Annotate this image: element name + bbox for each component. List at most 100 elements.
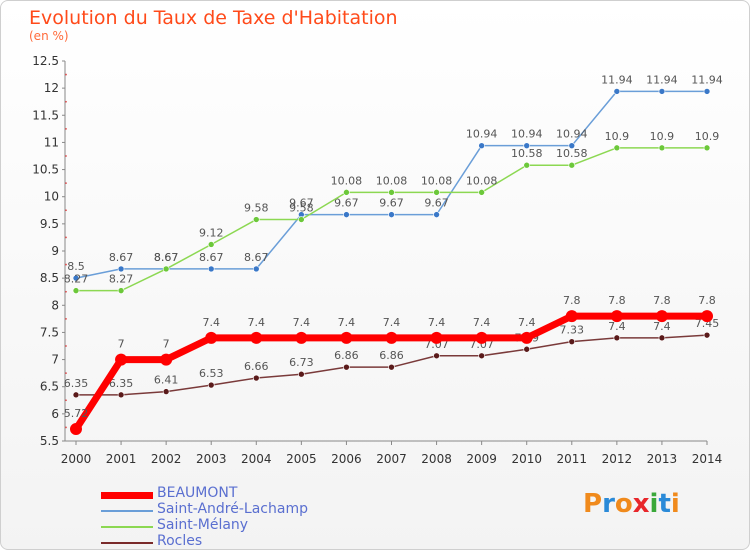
- data-label-saint-andr-lachamp: 8.67: [199, 251, 224, 264]
- data-point-beaumont: [295, 331, 308, 344]
- data-point-rocles: [252, 374, 260, 382]
- data-point-rocles: [343, 363, 350, 371]
- data-point-beaumont: [655, 310, 668, 323]
- proxiti-logo: Proxiti: [583, 489, 680, 519]
- data-label-saint-m-lany: 9.12: [199, 226, 224, 239]
- data-point-beaumont: [385, 331, 398, 344]
- data-point-saint-andr-lachamp: [703, 88, 711, 95]
- y-tick-label: 12: [44, 81, 59, 95]
- data-point-rocles: [658, 334, 666, 342]
- y-tick-label: 10.5: [32, 163, 59, 177]
- data-label-beaumont: 5.72: [64, 407, 89, 420]
- x-tick-label: 2013: [647, 452, 678, 466]
- data-point-saint-andr-lachamp: [343, 211, 350, 218]
- y-tick-label: 7.5: [40, 325, 59, 339]
- data-label-saint-m-lany: 9.58: [244, 202, 269, 215]
- data-point-saint-m-lany: [523, 161, 531, 169]
- data-label-beaumont: 7.4: [248, 316, 266, 329]
- legend-swatch-saint-m-lany: [101, 526, 153, 528]
- data-label-rocles: 7.4: [608, 320, 626, 333]
- data-label-saint-andr-lachamp: 11.94: [691, 73, 723, 86]
- data-point-rocles: [72, 391, 80, 399]
- data-label-saint-andr-lachamp: 8.67: [244, 251, 269, 264]
- data-point-beaumont: [250, 331, 263, 344]
- data-label-rocles: 7.33: [560, 324, 585, 337]
- data-label-saint-m-lany: 10.9: [605, 130, 630, 143]
- y-tick-label: 12.5: [32, 54, 59, 68]
- chart-unit: (en %): [29, 29, 69, 43]
- x-tick-label: 2006: [331, 452, 362, 466]
- data-label-beaumont: 7.4: [428, 316, 446, 329]
- data-point-rocles: [613, 334, 621, 342]
- data-label-beaumont: 7.8: [563, 294, 581, 307]
- data-point-beaumont: [565, 310, 578, 323]
- data-point-beaumont: [610, 310, 623, 323]
- legend-label-saint-m-lany: Saint-Mélany: [157, 517, 249, 533]
- logo-letter: x: [632, 489, 650, 519]
- data-point-saint-m-lany: [433, 189, 440, 196]
- data-point-beaumont: [475, 331, 488, 344]
- data-point-saint-andr-lachamp: [117, 265, 125, 273]
- y-tick-label: 6: [51, 407, 59, 421]
- x-tick-label: 2010: [511, 452, 542, 466]
- data-point-saint-m-lany: [117, 287, 125, 294]
- data-label-saint-m-lany: 10.58: [556, 147, 588, 160]
- data-label-rocles: 6.66: [244, 360, 269, 373]
- logo-letter: P: [583, 489, 603, 519]
- x-tick-label: 2002: [151, 452, 182, 466]
- y-minor-dot: [65, 155, 67, 157]
- data-label-saint-andr-lachamp: 10.94: [466, 128, 498, 141]
- y-tick-label: 10: [44, 190, 59, 204]
- data-label-rocles: 7.45: [695, 317, 720, 330]
- data-label-saint-m-lany: 10.9: [695, 130, 720, 143]
- y-minor-dot: [65, 182, 67, 185]
- data-point-saint-m-lany: [478, 189, 485, 196]
- data-label-rocles: 7.4: [653, 320, 671, 333]
- y-minor-dot: [65, 290, 67, 293]
- data-point-beaumont: [430, 331, 443, 344]
- y-tick-label: 9.5: [40, 217, 59, 231]
- y-tick-label: 6.5: [40, 380, 59, 394]
- logo-letter: i: [649, 489, 659, 519]
- y-minor-dot: [65, 399, 67, 402]
- data-label-saint-m-lany: 10.08: [421, 174, 453, 187]
- data-point-saint-m-lany: [568, 161, 576, 169]
- data-label-saint-m-lany: 9.58: [289, 202, 314, 215]
- y-minor-dot: [65, 345, 67, 347]
- data-label-beaumont: 7.4: [518, 316, 536, 329]
- legend-swatch-rocles: [101, 542, 153, 544]
- logo-letter: o: [614, 489, 633, 519]
- line-chart: 5.5 6 6.5 7 7.5 8 8.5 9 9.5 10 10.5 11 11.5 12 12.5 200…: [32, 54, 723, 466]
- data-point-saint-andr-lachamp: [568, 142, 576, 149]
- data-label-beaumont: 7.4: [473, 316, 491, 329]
- data-point-saint-andr-lachamp: [388, 211, 395, 218]
- x-tick-label: 2005: [286, 452, 317, 466]
- data-point-rocles: [162, 388, 170, 395]
- x-tick-label: 2011: [557, 452, 588, 466]
- data-label-saint-m-lany: 10.08: [331, 174, 363, 187]
- x-tick-label: 2008: [421, 452, 452, 466]
- y-minor-dot: [65, 100, 67, 103]
- y-minor-dot: [65, 127, 67, 130]
- data-label-saint-andr-lachamp: 8.67: [154, 251, 179, 264]
- data-point-beaumont: [340, 331, 353, 344]
- data-label-beaumont: 7.8: [698, 294, 716, 307]
- data-label-saint-andr-lachamp: 9.67: [334, 197, 359, 210]
- data-label-saint-andr-lachamp: 11.94: [601, 73, 633, 86]
- data-label-saint-andr-lachamp: 10.94: [511, 128, 543, 141]
- y-tick-label: 11.5: [32, 108, 59, 122]
- data-point-saint-andr-lachamp: [252, 265, 260, 273]
- data-label-saint-andr-lachamp: 8.5: [67, 260, 85, 273]
- data-label-saint-m-lany: 8.27: [109, 273, 134, 286]
- y-minor-dot: [65, 317, 67, 320]
- data-point-rocles: [703, 331, 711, 339]
- data-point-saint-m-lany: [72, 287, 80, 294]
- x-tick-label: 2012: [602, 452, 633, 466]
- y-tick-label: 8: [51, 298, 59, 312]
- data-point-beaumont: [115, 353, 128, 366]
- data-point-rocles: [117, 391, 125, 399]
- logo-letter: t: [658, 489, 671, 519]
- data-label-saint-m-lany: 10.9: [650, 130, 675, 143]
- data-point-saint-andr-lachamp: [207, 265, 215, 273]
